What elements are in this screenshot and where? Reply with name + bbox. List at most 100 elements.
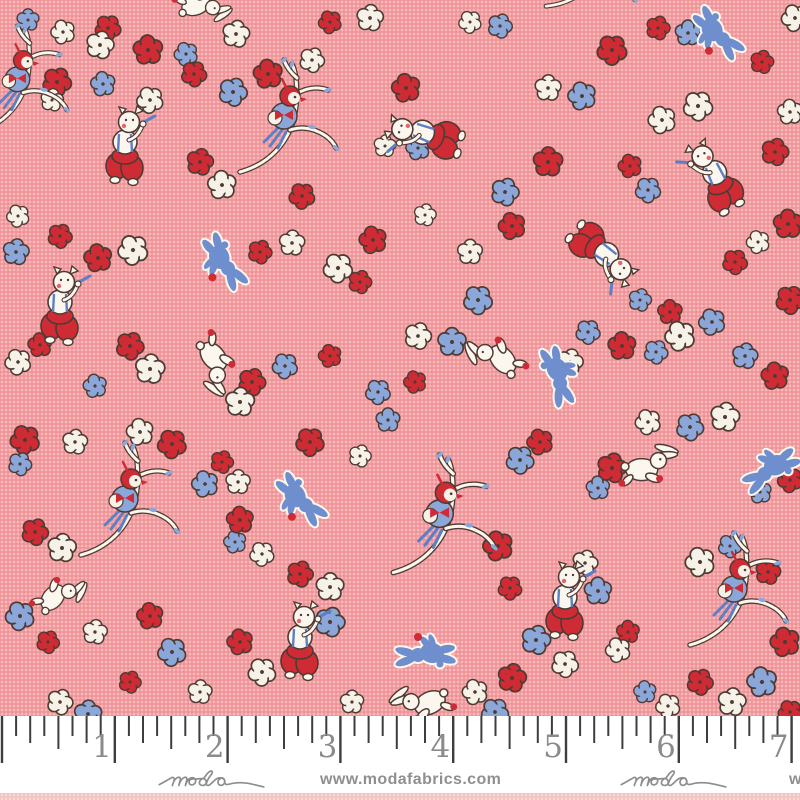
motif-bunny-blue [200, 230, 251, 293]
blossom-blue [732, 342, 759, 370]
blossom-blue [676, 413, 705, 442]
blossom-red [497, 662, 528, 693]
blossom-red [210, 450, 235, 474]
blossom-red [657, 298, 683, 325]
blossom-red [252, 58, 283, 89]
blossom-red [777, 700, 800, 716]
blossom-blue [173, 41, 198, 67]
blossom-red [132, 34, 164, 65]
blossom-white [47, 688, 74, 716]
blossom-red [532, 146, 564, 177]
blossom-red [9, 425, 40, 456]
blossom-blue [628, 288, 653, 312]
blossom-white [125, 417, 154, 446]
blossom-red [287, 560, 314, 588]
blossom-white [534, 74, 562, 101]
blossom-red [36, 630, 61, 655]
fabric-bottom-edge [0, 793, 800, 800]
blossom-red [617, 153, 642, 179]
motif-bunny-white [618, 443, 679, 487]
blossom-white [117, 235, 149, 266]
motif-cat [40, 264, 92, 347]
blossom-white [664, 320, 695, 352]
blossom-red [83, 243, 113, 273]
motif-bunny-white [171, 0, 233, 23]
blossom-blue [717, 534, 743, 559]
blossom-blue [157, 637, 187, 668]
blossom-blue [16, 8, 40, 31]
blossom-white [634, 409, 661, 436]
motif-bunny-blue [273, 469, 330, 529]
fabric-pattern [0, 0, 800, 716]
blossom-white [315, 572, 345, 601]
blossom-red [115, 331, 145, 361]
ruler-ticks [0, 716, 793, 763]
blossom-red [288, 183, 316, 210]
moda-logo-script-left [158, 770, 265, 788]
blossom-red [497, 211, 526, 241]
blossom-red [317, 10, 342, 35]
blossom-red [390, 72, 421, 103]
blossom-red [348, 269, 373, 295]
blossom-white [134, 353, 166, 384]
blossom-blue [73, 699, 103, 716]
ruler-number: 4 [430, 729, 451, 765]
website-url-partial: w [789, 771, 800, 788]
blossom-red [497, 576, 523, 601]
blossom-blue [643, 340, 669, 365]
motif-bunny-white [388, 685, 458, 716]
blossom-blue [634, 177, 662, 204]
blossom-blue [364, 379, 391, 406]
blossom-red [769, 626, 800, 658]
blossom-red [482, 530, 513, 562]
ruler-number: 5 [543, 729, 563, 765]
blossom-white [647, 105, 676, 135]
blossom-white [247, 658, 277, 687]
blossom-blue [222, 530, 247, 554]
blossom-white [225, 468, 251, 495]
blossom-blue [218, 77, 249, 107]
blossom-red [295, 428, 325, 458]
blossom-white [62, 428, 89, 455]
motif-cat [674, 136, 746, 217]
blossom-blue [585, 475, 611, 500]
blossom-white [349, 444, 372, 468]
blossom-red [596, 35, 628, 66]
blossom-blue [375, 407, 401, 432]
blossom-red [225, 505, 254, 534]
blossom-blue [746, 666, 777, 698]
blossom-red [755, 558, 782, 585]
blossom-blue [89, 70, 116, 97]
blossom-red [402, 370, 426, 394]
blossom-white [745, 230, 770, 255]
ruler-number: 7 [768, 729, 789, 765]
motif-bunny-blue [538, 344, 579, 410]
blossom-white [682, 91, 714, 122]
blossom-white [717, 687, 747, 716]
blossom-red [772, 208, 800, 239]
moda-logo-script-right [620, 770, 727, 788]
blossom-white [413, 203, 437, 227]
ruler-number: 2 [204, 729, 225, 765]
blossom-red [21, 518, 50, 547]
blossom-red [646, 15, 671, 41]
motif-bunny-blue [740, 446, 800, 497]
blossom-white [299, 47, 326, 74]
blossom-white [710, 401, 741, 432]
motif-bird-branch [237, 57, 340, 175]
blossom-red [358, 225, 387, 255]
blossom-blue [4, 601, 35, 632]
blossom-white [278, 229, 306, 256]
blossom-blue [487, 13, 514, 39]
blossom-blue [697, 308, 726, 336]
blossom-blue [463, 285, 494, 316]
motif-bunny-white [195, 328, 236, 397]
motif-cat [105, 104, 157, 187]
blossom-white [456, 238, 484, 265]
blossom-white [222, 19, 251, 48]
blossom-red [750, 49, 775, 75]
blossom-red [526, 428, 553, 456]
website-url: www.modafabrics.com [320, 771, 502, 788]
blossom-white [780, 4, 800, 33]
